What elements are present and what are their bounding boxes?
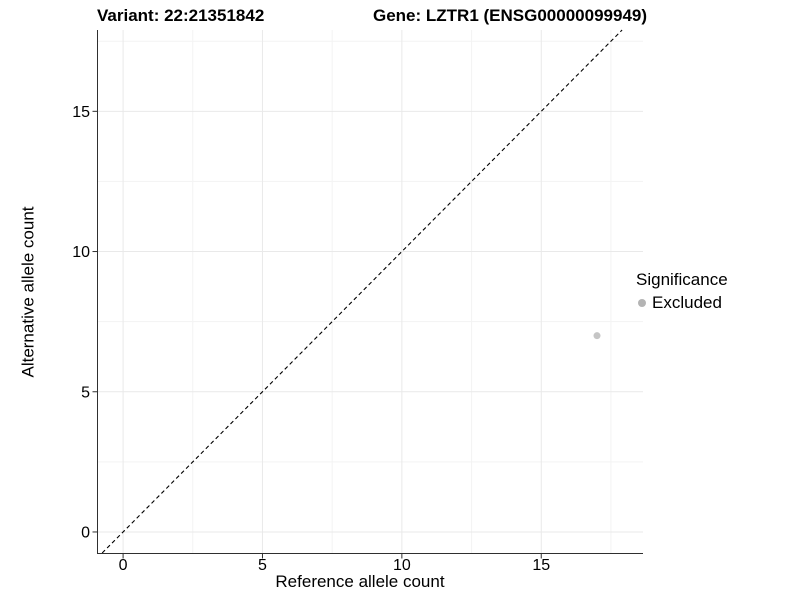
legend-title: Significance bbox=[636, 270, 728, 289]
legend-key-dot bbox=[638, 298, 646, 307]
x-tick-label: 10 bbox=[393, 557, 411, 574]
y-tick-label: 5 bbox=[81, 384, 90, 401]
gene-title: Gene: LZTR1 (ENSG00000099949) bbox=[373, 6, 648, 25]
x-tick-label: 0 bbox=[119, 557, 128, 574]
y-tick-label: 10 bbox=[72, 244, 90, 261]
identity-dashed-line bbox=[101, 29, 623, 554]
variant-title: Variant: 22:21351842 bbox=[97, 6, 265, 25]
y-tick-label: 0 bbox=[81, 524, 90, 541]
data-point-excluded bbox=[593, 332, 601, 340]
x-tick-label: 15 bbox=[532, 557, 550, 574]
y-tick-label: 15 bbox=[72, 104, 90, 121]
x-tick-label: 5 bbox=[258, 557, 267, 574]
y-axis-title: Alternative allele count bbox=[18, 206, 38, 378]
legend: Significance Excluded bbox=[636, 269, 728, 314]
x-axis-title: Reference allele count bbox=[275, 572, 445, 591]
legend-item-excluded: Excluded bbox=[636, 292, 728, 313]
legend-item-label: Excluded bbox=[652, 293, 722, 313]
